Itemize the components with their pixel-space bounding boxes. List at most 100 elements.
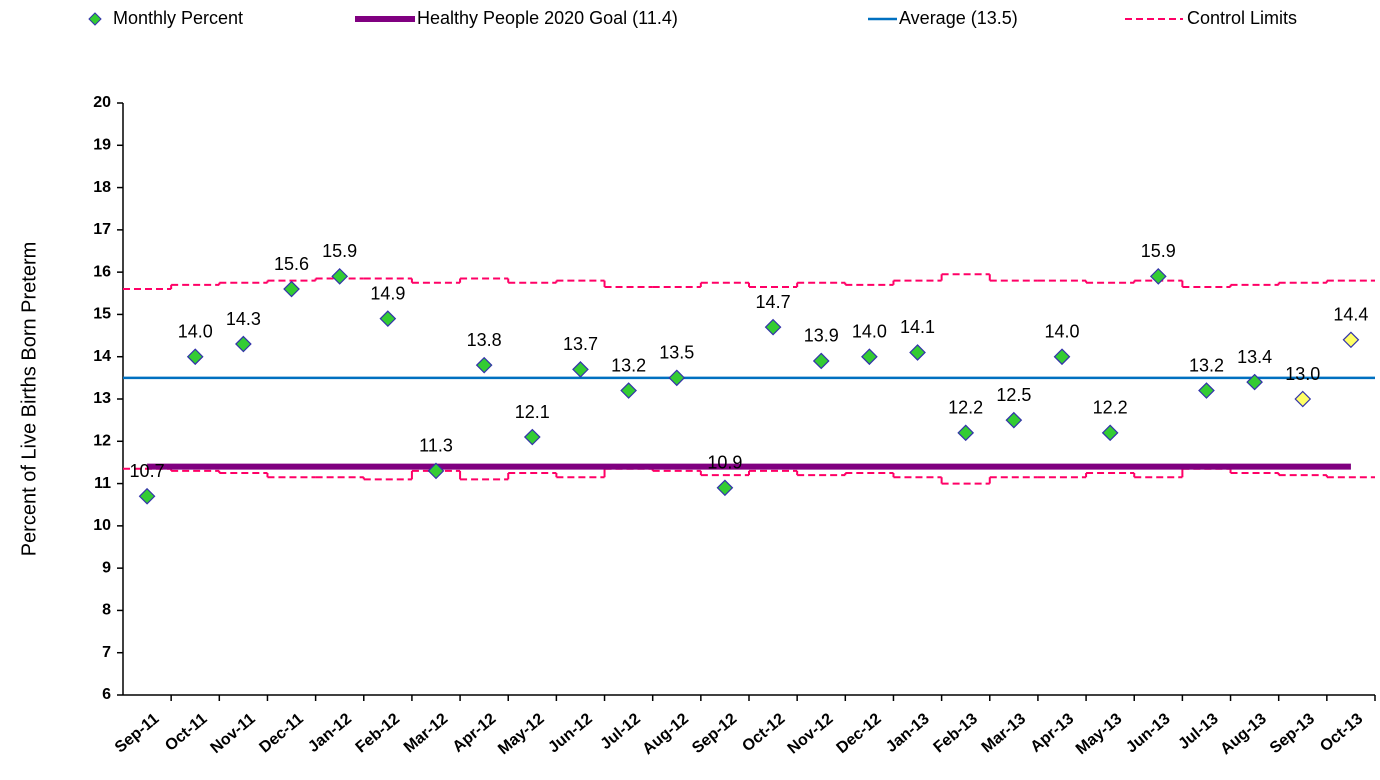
x-tick-label: May-13	[1073, 710, 1126, 758]
data-label: 13.2	[1189, 355, 1224, 375]
x-tick-label: Apr-12	[450, 710, 500, 756]
data-label: 13.8	[467, 330, 502, 350]
data-point	[1005, 411, 1023, 429]
data-point	[1342, 331, 1360, 349]
data-point	[186, 348, 204, 366]
x-tick-label: Dec-12	[834, 710, 885, 757]
data-label: 13.5	[659, 343, 694, 363]
data-label: 14.0	[852, 321, 887, 341]
data-label: 12.2	[1093, 398, 1128, 418]
data-point	[283, 280, 300, 298]
data-label: 10.9	[707, 453, 742, 473]
data-label: 13.9	[804, 326, 839, 346]
x-tick-label: Feb-12	[353, 710, 404, 756]
data-label: 14.0	[1044, 321, 1079, 341]
data-label: 11.3	[419, 436, 453, 456]
data-label: 13.2	[611, 355, 646, 375]
y-tick-label: 12	[93, 433, 111, 450]
data-point	[620, 382, 637, 399]
x-tick-label: Mar-13	[979, 710, 1030, 756]
x-tick-label: Oct-13	[1317, 710, 1366, 755]
y-tick-label: 8	[102, 602, 111, 619]
x-tick-label: Jul-12	[598, 710, 644, 753]
data-label: 13.0	[1285, 364, 1320, 384]
data-point	[812, 352, 830, 370]
y-tick-label: 7	[102, 644, 111, 661]
x-tick-label: Dec-11	[256, 710, 307, 756]
x-tick-label: May-12	[495, 710, 548, 758]
y-axis-title: Percent of Live Births Born Preterm	[18, 242, 40, 557]
legend-label: Healthy People 2020 Goal (11.4)	[417, 8, 678, 28]
y-tick-label: 16	[93, 263, 111, 280]
data-point	[235, 335, 252, 353]
data-label: 14.0	[178, 321, 213, 341]
y-tick-label: 19	[93, 137, 111, 154]
y-tick-label: 18	[93, 179, 111, 196]
y-tick-label: 14	[93, 348, 111, 365]
legend-label: Average (13.5)	[899, 8, 1018, 28]
data-label: 14.9	[370, 283, 405, 303]
data-point	[475, 356, 493, 374]
x-tick-label: Aug-12	[640, 710, 693, 758]
x-tick-label: Feb-13	[931, 710, 982, 756]
x-tick-label: Sep-11	[112, 710, 163, 756]
data-point	[764, 318, 782, 336]
data-label: 14.3	[226, 309, 261, 329]
x-tick-label: Jun-13	[1123, 710, 1174, 756]
y-tick-label: 10	[93, 517, 111, 534]
x-tick-label: Sep-12	[689, 710, 740, 757]
data-point	[1246, 373, 1263, 391]
legend-label: Control Limits	[1187, 8, 1297, 28]
x-tick-label: Aug-13	[1217, 710, 1270, 758]
data-label: 15.6	[274, 254, 309, 274]
legend-label: Monthly Percent	[113, 8, 243, 28]
data-label: 14.1	[900, 317, 935, 337]
data-point	[1294, 390, 1312, 408]
legend-marker	[88, 12, 102, 26]
y-tick-label: 13	[93, 390, 111, 407]
data-label: 12.2	[948, 398, 983, 418]
data-point	[572, 361, 589, 378]
y-tick-label: 11	[94, 475, 111, 492]
data-point	[1101, 424, 1119, 442]
x-tick-label: Jun-12	[545, 710, 596, 756]
x-tick-label: Sep-13	[1267, 710, 1318, 757]
x-tick-label: Jan-13	[883, 710, 933, 756]
y-tick-label: 9	[102, 559, 111, 576]
data-point	[909, 344, 926, 361]
data-label: 13.4	[1237, 347, 1272, 367]
x-tick-label: Jul-13	[1175, 710, 1221, 753]
data-label: 14.4	[1333, 305, 1368, 325]
x-tick-label: Nov-12	[785, 710, 837, 757]
x-tick-label: Apr-13	[1028, 710, 1078, 756]
data-point	[1149, 268, 1167, 285]
data-label: 15.9	[322, 241, 357, 261]
data-point	[138, 487, 156, 505]
data-point	[716, 479, 734, 497]
x-tick-label: Oct-12	[739, 710, 788, 755]
data-label: 14.7	[756, 292, 791, 312]
x-tick-label: Oct-11	[162, 710, 210, 755]
data-point	[427, 462, 445, 480]
data-point	[523, 428, 541, 446]
y-tick-label: 6	[102, 686, 111, 703]
data-point	[957, 424, 975, 442]
data-point	[861, 348, 878, 366]
y-tick-label: 15	[93, 306, 111, 323]
data-point	[1198, 382, 1215, 399]
x-tick-label: Mar-12	[401, 710, 452, 756]
y-tick-label: 17	[93, 221, 111, 238]
data-label: 15.9	[1141, 241, 1176, 261]
x-tick-label: Nov-11	[208, 710, 259, 757]
data-label: 12.1	[515, 402, 550, 422]
data-label: 12.5	[996, 385, 1031, 405]
data-point	[1053, 348, 1071, 366]
data-point	[379, 310, 397, 328]
data-label: 13.7	[563, 334, 598, 354]
data-point	[331, 268, 349, 285]
data-label: 10.7	[130, 461, 165, 481]
data-point	[668, 369, 686, 387]
x-tick-label: Jan-12	[305, 710, 355, 756]
y-tick-label: 20	[93, 94, 111, 111]
